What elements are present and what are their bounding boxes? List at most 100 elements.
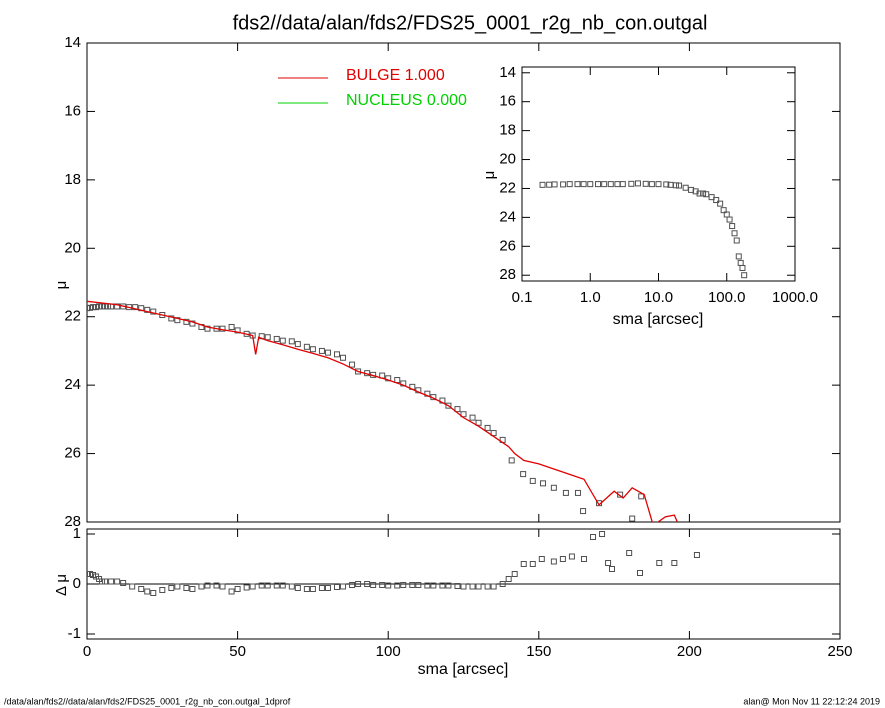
y-tick-label: 20 — [499, 151, 516, 168]
data-point — [520, 471, 527, 478]
data-point — [424, 582, 431, 589]
data-point — [484, 424, 491, 431]
data-point — [174, 317, 181, 324]
data-point — [333, 351, 340, 358]
data-point — [739, 264, 746, 271]
data-point — [676, 182, 683, 189]
y-axis-label: μ — [481, 171, 498, 180]
y-tick-label: 24 — [64, 376, 81, 393]
data-point — [309, 346, 316, 353]
data-point — [638, 493, 645, 500]
data-point — [258, 582, 265, 589]
data-point — [189, 320, 196, 327]
x-tick-label: 250 — [827, 643, 852, 660]
data-point — [198, 583, 205, 590]
y-tick-label: 18 — [64, 171, 81, 188]
data-point — [114, 578, 121, 585]
data-point — [741, 272, 748, 279]
data-point — [87, 571, 90, 577]
y-tick-label: 28 — [64, 513, 81, 530]
x-tick-label: 100 — [376, 643, 401, 660]
data-point — [150, 590, 157, 596]
x-tick-label: 0.1 — [512, 289, 533, 306]
data-point — [394, 582, 401, 589]
data-point — [628, 180, 635, 187]
data-point — [159, 587, 166, 593]
data-point — [219, 583, 226, 590]
y-tick-label: 22 — [64, 308, 81, 325]
data-point — [183, 318, 190, 325]
data-point — [288, 338, 295, 345]
data-point — [590, 534, 597, 540]
data-point — [672, 182, 679, 189]
data-point — [648, 181, 655, 188]
y-tick-label: 14 — [64, 34, 81, 51]
data-point — [642, 180, 649, 187]
data-point — [560, 181, 567, 188]
data-point — [720, 207, 727, 214]
data-point — [234, 327, 241, 334]
data-point — [520, 561, 527, 567]
y-tick-label: 16 — [64, 102, 81, 119]
data-point — [655, 181, 662, 188]
data-point — [671, 560, 678, 566]
data-point — [114, 303, 121, 310]
data-point — [619, 181, 626, 188]
plot-area — [87, 300, 679, 522]
data-point — [607, 181, 614, 188]
data-point — [264, 334, 271, 341]
data-point — [204, 325, 211, 332]
data-point — [580, 508, 587, 515]
data-point — [144, 588, 151, 595]
data-point — [566, 181, 573, 188]
data-point — [243, 584, 250, 591]
legend-label: NUCLEUS 0.000 — [346, 92, 467, 109]
data-point — [294, 585, 301, 591]
data-point — [499, 581, 506, 587]
data-point — [599, 531, 606, 537]
data-point — [340, 583, 347, 590]
data-point — [234, 586, 241, 592]
data-point — [634, 180, 641, 187]
data-point — [551, 181, 558, 188]
data-point — [279, 337, 286, 344]
data-point — [279, 582, 286, 589]
y-tick-label: 26 — [64, 445, 81, 462]
frame — [86, 42, 841, 523]
data-point — [400, 582, 407, 588]
data-point — [529, 561, 536, 567]
data-point — [204, 582, 211, 589]
x-tick-label: 1.0 — [580, 289, 601, 306]
data-point — [484, 583, 491, 590]
data-point — [138, 586, 145, 592]
data-point — [349, 582, 356, 588]
data-point — [273, 582, 280, 589]
x-axis-label: sma [arcsec] — [418, 661, 509, 678]
data-point — [355, 581, 362, 587]
data-point — [445, 402, 452, 409]
data-point — [529, 477, 536, 484]
data-point — [340, 354, 347, 361]
data-point — [700, 190, 707, 197]
y-tick-label: 24 — [499, 208, 516, 225]
data-point — [385, 582, 392, 589]
data-point — [168, 585, 175, 591]
data-point — [430, 582, 437, 589]
data-point — [213, 582, 220, 589]
data-point — [717, 200, 724, 207]
data-point — [318, 585, 325, 591]
data-point — [511, 571, 518, 577]
data-point — [601, 181, 608, 188]
y-axis-label: Δ μ — [53, 574, 70, 596]
x-tick-label: 50 — [229, 643, 246, 660]
data-point — [294, 341, 301, 348]
data-point — [490, 583, 497, 590]
data-point — [90, 304, 97, 311]
data-point — [559, 556, 566, 562]
data-point — [264, 582, 271, 589]
data-point — [469, 414, 476, 421]
data-point — [93, 304, 100, 311]
plot-title: fds2//data/alan/fds2/FDS25_0001_r2g_nb_c… — [233, 12, 708, 34]
data-point — [87, 571, 94, 577]
